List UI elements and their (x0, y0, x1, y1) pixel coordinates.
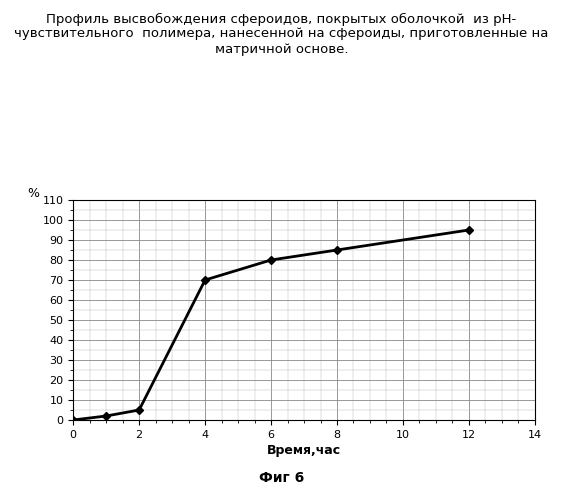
Text: Фиг 6: Фиг 6 (259, 471, 304, 485)
Text: чувствительного  полимера, нанесенной на сфероиды, приготовленные на: чувствительного полимера, нанесенной на … (14, 28, 549, 40)
X-axis label: Время,час: Время,час (267, 444, 341, 457)
Text: %: % (28, 187, 39, 200)
Text: Профиль высвобождения сфероидов, покрытых оболочкой  из pH-: Профиль высвобождения сфероидов, покрыты… (46, 12, 517, 26)
Text: матричной основе.: матричной основе. (215, 42, 348, 56)
